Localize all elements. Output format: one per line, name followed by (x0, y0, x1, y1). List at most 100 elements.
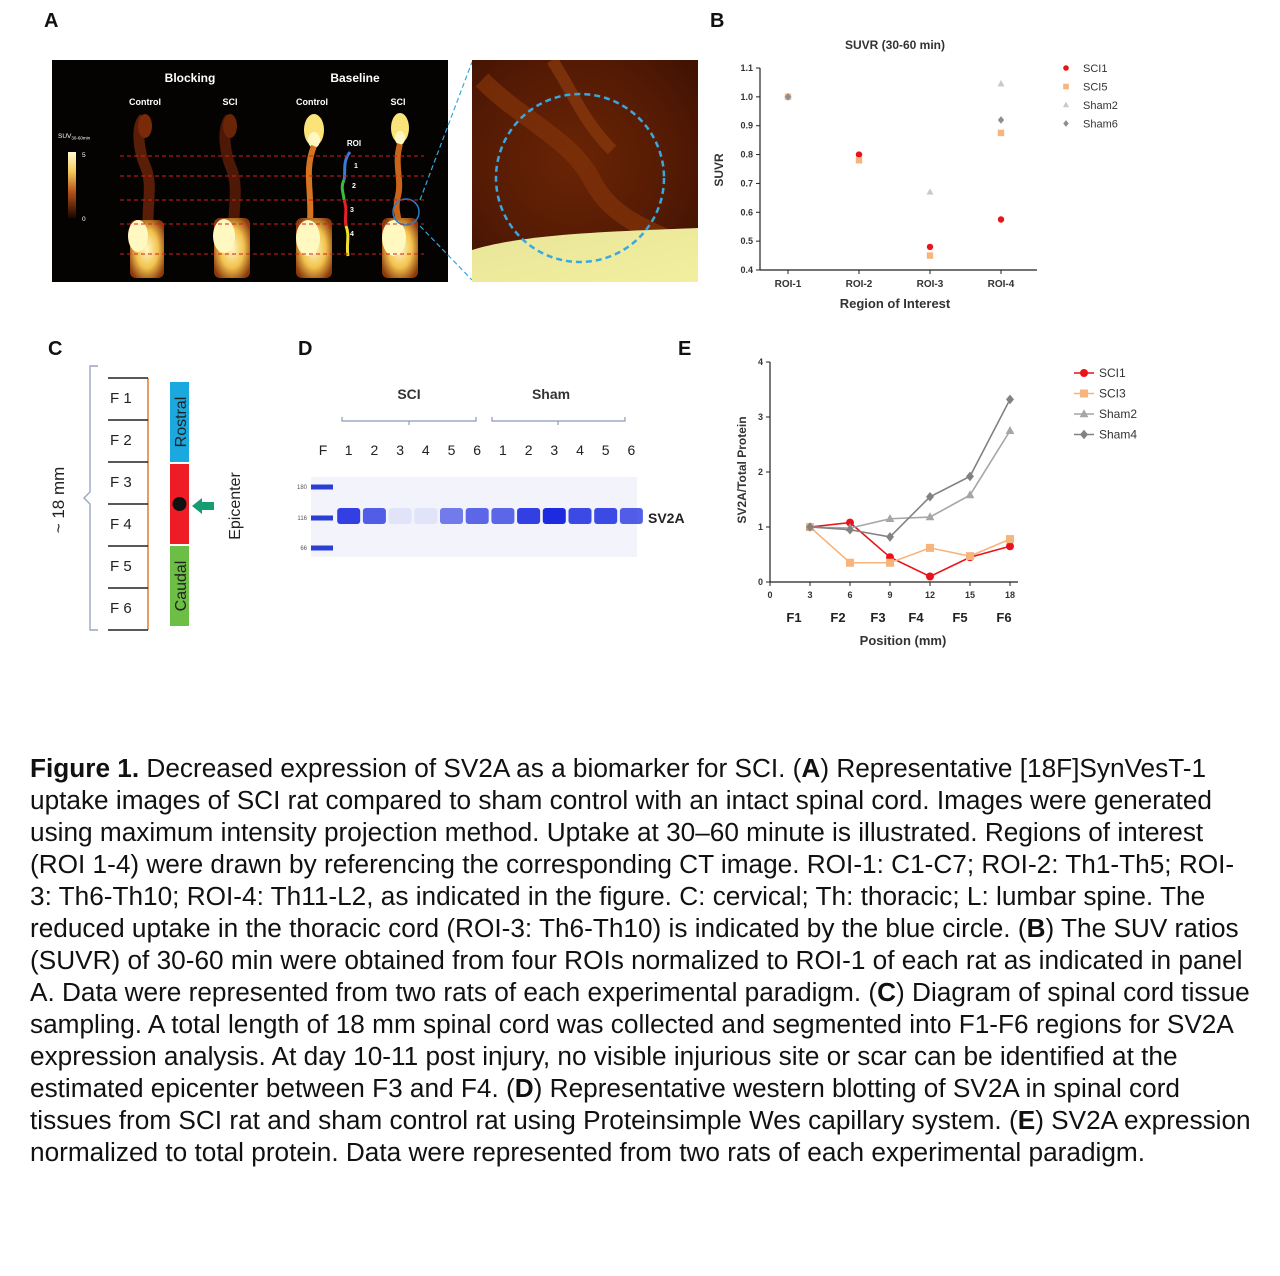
segment-list: F 1 F 2 F 3 F 4 F 5 F 6 (108, 377, 148, 631)
chart-e-line-sham4 (809, 399, 1011, 538)
chart-b-point-sci5 (926, 252, 934, 259)
band-label-sv2a: SV2A (648, 510, 685, 526)
panel-a-pet-figure: Blocking Baseline Control SCI Control SC… (52, 60, 698, 282)
ladder-label: 180 (297, 485, 308, 491)
lane-label: 4 (422, 442, 430, 458)
chart-b-ylabel: SUVR (712, 153, 726, 187)
chart-e-segment-label: F1 (786, 610, 801, 625)
zoom-connector-top (419, 61, 473, 201)
brace-sham (491, 417, 626, 425)
panel-e-letter: E (678, 338, 692, 360)
length-brace (83, 365, 98, 631)
panel-b-chart: SUVR (30-60 min) 0.4 0.5 0.6 0.7 0.8 0.9 1.0 1.… (712, 38, 1118, 311)
group-label-blocking: Blocking (165, 71, 216, 85)
ladder-label: 66 (300, 546, 307, 552)
zoom-connector-bottom (419, 225, 473, 281)
caption-text: ) The SUV ratios (SUVR) of 30-60 min wer… (30, 913, 1243, 1007)
colorbar-label: SUV30-60min (58, 133, 91, 141)
chart-e-ytick-label: 2 (758, 467, 763, 477)
chart-e-point-sci3 (1006, 535, 1014, 544)
column-label-control-1: Control (129, 97, 161, 107)
blot-band (465, 508, 489, 524)
roi-circle-small (392, 198, 420, 226)
colorbar-min: 0 (82, 216, 86, 223)
chart-e-xtick-label: 18 (1005, 590, 1015, 600)
chart-b-point-sci1 (997, 216, 1005, 223)
blot-band (568, 508, 592, 524)
segment-label: F 6 (110, 600, 132, 617)
blot-band (337, 508, 361, 524)
roi-4-line (344, 225, 350, 257)
chart-b-xtick-label: ROI-2 (846, 279, 873, 290)
lane-label: 2 (525, 442, 533, 458)
rostral-bar (170, 382, 189, 462)
chart-e-segment-label: F6 (996, 610, 1011, 625)
chart-e-ytick-label: 1 (758, 522, 763, 532)
chart-e-point-sci3 (846, 558, 854, 567)
chart-e-ytick-label: 3 (758, 412, 763, 422)
chart-e-point-sci3 (926, 543, 934, 552)
chart-e-line-sham2 (809, 430, 1011, 529)
lane-label: F (319, 442, 328, 458)
caption-ref-a: A (801, 753, 821, 783)
chart-b-legend-marker-sci5 (1063, 83, 1069, 90)
chart-e-legend-label: SCI3 (1099, 387, 1126, 401)
panel-a-letter: A (44, 10, 59, 32)
blot-band (542, 508, 566, 524)
blot-band (619, 508, 643, 524)
chart-b-point-sci5 (997, 129, 1005, 137)
colorbar (68, 152, 76, 218)
chart-e-legend-label: Sham4 (1099, 428, 1137, 442)
caption-text: ) Representative western blotting of SV2… (30, 1073, 1180, 1135)
panel-d-blot: SCI Sham F 1 2 3 4 5 6 1 2 3 4 5 6 180 116 66 SV2A (297, 386, 685, 557)
chart-b-ytick-label: 0.9 (740, 121, 753, 131)
chart-b-point-sham6 (997, 116, 1005, 124)
epicenter-dot (172, 497, 187, 511)
chart-b-legend-label: SCI5 (1083, 82, 1107, 94)
chart-b-point-sci5 (855, 157, 863, 164)
epicenter-arrow (192, 498, 214, 514)
chart-b-ytick-label: 0.6 (740, 207, 753, 217)
chart-e-point-sci1 (846, 518, 854, 527)
ladder-band (311, 515, 333, 521)
chart-e-point-sham4 (926, 491, 934, 502)
panel-c-diagram: ~ 18 mm F 1 F 2 F 3 F 4 F 5 F 6 Rostral Cauda… (49, 365, 244, 631)
lane-label: 5 (448, 442, 456, 458)
segment-label: F 4 (110, 516, 132, 533)
chart-e-point-sham4 (966, 471, 974, 482)
panel-d-letter: D (298, 338, 313, 360)
chart-b-legend-marker-sci1 (1063, 65, 1069, 71)
brace-sci (341, 417, 477, 425)
chart-e-xtick-label: 3 (807, 590, 812, 600)
lane-label: 5 (602, 442, 610, 458)
segment-label: F 2 (110, 432, 132, 449)
chart-e-point-sham2 (965, 490, 975, 499)
caption-text: Decreased expression of SV2A as a biomar… (139, 753, 802, 783)
column-label-control-2: Control (296, 97, 328, 107)
chart-e-point-sham4 (1006, 394, 1014, 405)
caption-text: ) Representative [18F]SynVesT-1 uptake i… (30, 753, 1235, 943)
segment-label: F 5 (110, 558, 132, 575)
roi-1-line (342, 151, 352, 181)
chart-e-xtick-label: 12 (925, 590, 935, 600)
chart-e-legend-marker-sham4 (1080, 429, 1088, 440)
chart-b-ytick-label: 1.0 (740, 92, 753, 102)
caption-ref-c: C (877, 977, 897, 1007)
chart-b-legend-label: Sham2 (1083, 100, 1118, 112)
caption-ref-b: B (1026, 913, 1046, 943)
chart-b-legend-label: SCI1 (1083, 63, 1107, 75)
length-label: ~ 18 mm (49, 467, 68, 534)
chart-b-xtick-label: ROI-1 (775, 279, 802, 290)
caption-figure-label: Figure 1. (30, 753, 140, 783)
chart-b-xlabel: Region of Interest (840, 296, 951, 311)
blot-band (594, 508, 618, 524)
lane-label: 1 (499, 442, 507, 458)
chart-e-line-sci3 (809, 526, 1011, 564)
chart-b-legend-marker-sham6 (1063, 120, 1069, 127)
blot-group-sci: SCI (397, 386, 420, 402)
chart-e-point-sham4 (846, 524, 854, 535)
chart-e-xtick-label: 9 (887, 590, 892, 600)
chart-b-ytick-label: 0.8 (740, 150, 753, 160)
ladder-label: 116 (297, 516, 307, 522)
chart-b-xtick-label: ROI-4 (988, 279, 1015, 290)
